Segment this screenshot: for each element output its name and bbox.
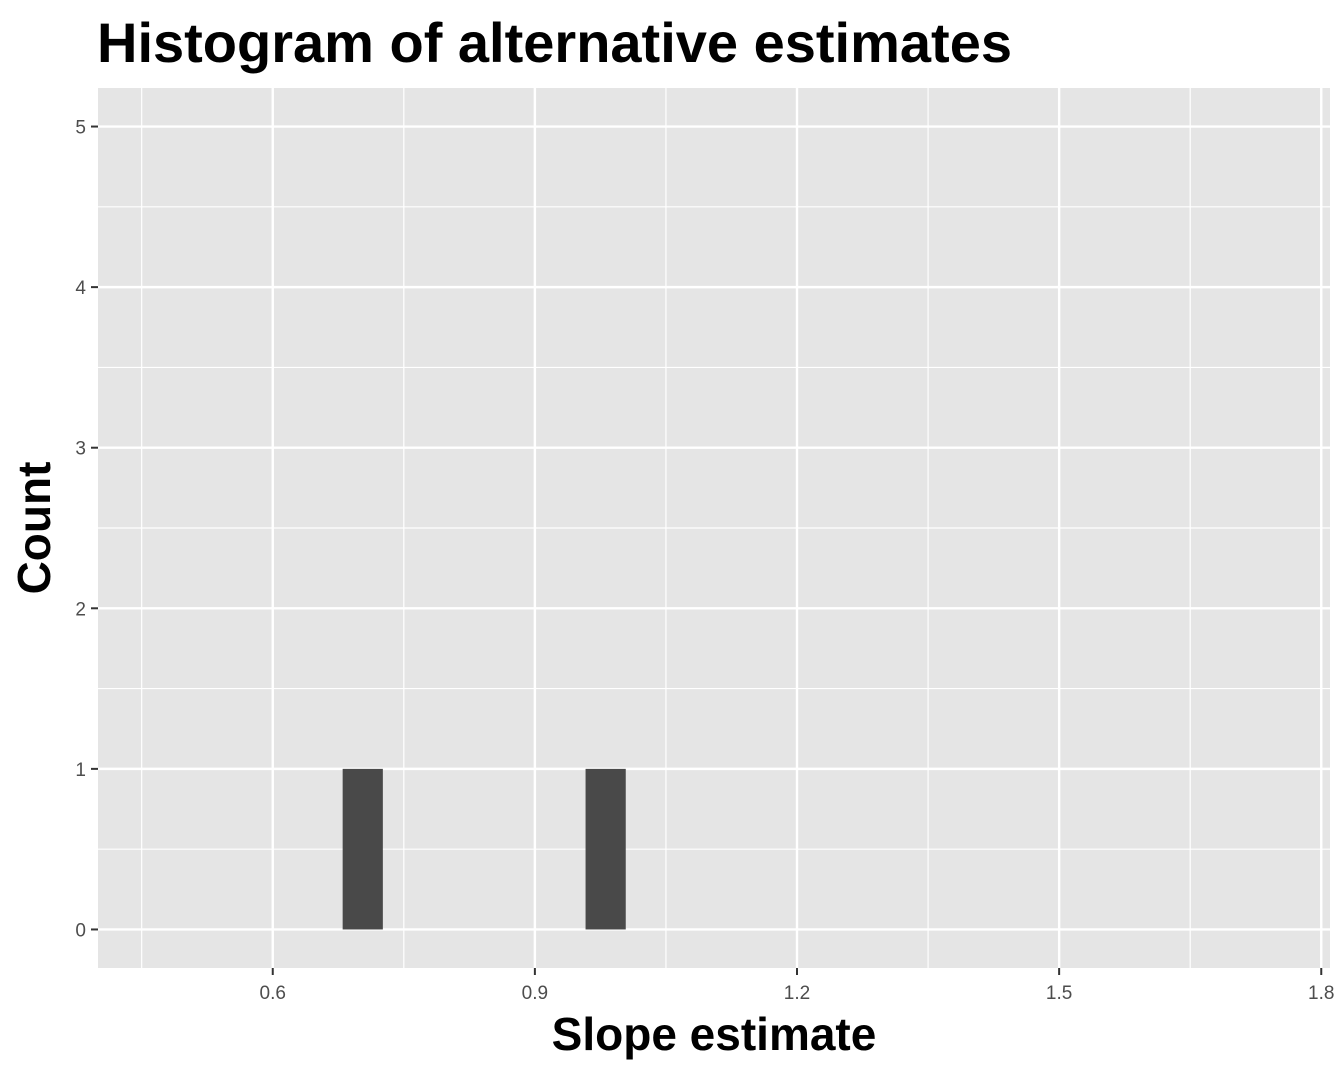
y-axis-title: Count: [8, 462, 60, 595]
y-tick-label: 5: [75, 118, 86, 139]
x-tick-label: 1.5: [1046, 983, 1072, 1004]
histogram-bar: [342, 768, 383, 930]
grid-minor-lines: [98, 88, 1330, 968]
histogram-bars: [342, 768, 626, 930]
histogram-bar: [585, 768, 626, 930]
y-tick-label: 2: [75, 599, 86, 620]
y-tick-label: 1: [75, 760, 86, 781]
x-tick-label: 1.8: [1308, 983, 1334, 1004]
y-tick-label: 3: [75, 439, 86, 460]
x-tick-label: 0.9: [522, 983, 548, 1004]
chart-title: Histogram of alternative estimates: [97, 11, 1012, 74]
grid-major-lines: [98, 88, 1330, 968]
x-tick-label: 1.2: [784, 983, 810, 1004]
y-axis: 0 1 2 3 4 5: [75, 118, 98, 941]
x-axis-title: Slope estimate: [552, 1008, 877, 1060]
y-tick-label: 0: [75, 920, 86, 941]
y-tick-label: 4: [75, 278, 86, 299]
x-tick-label: 0.6: [260, 983, 286, 1004]
x-axis: 0.6 0.9 1.2 1.5 1.8: [260, 968, 1334, 1004]
